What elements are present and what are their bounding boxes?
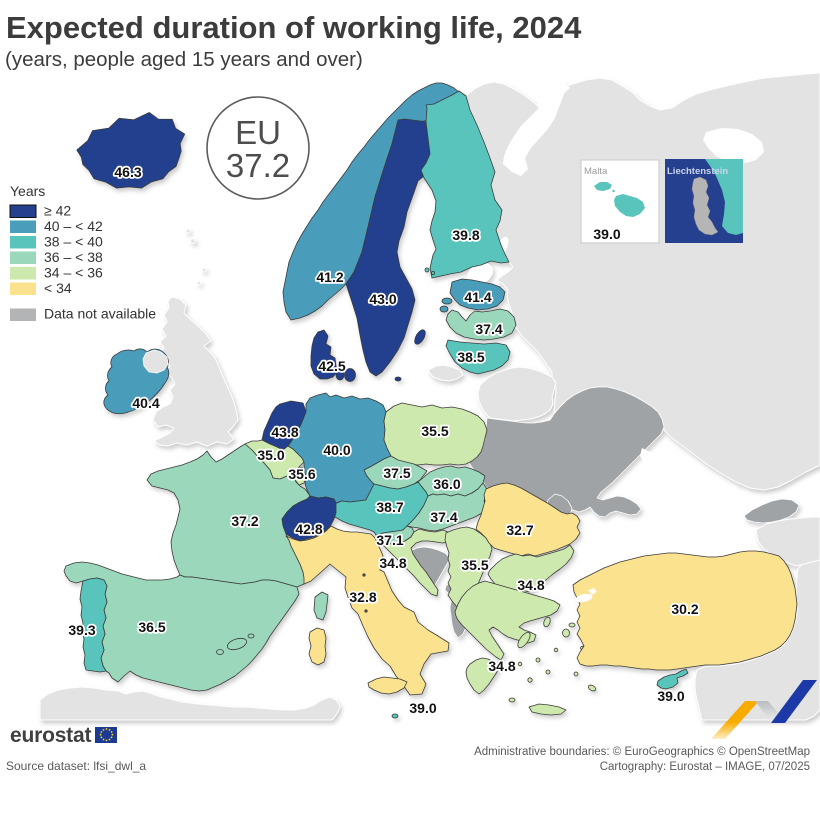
svg-text:34.8: 34.8 [379,555,406,571]
svg-text:EU: EU [235,114,281,151]
svg-text:38.5: 38.5 [457,349,484,365]
svg-text:38.7: 38.7 [376,499,403,515]
svg-text:Years: Years [10,183,45,199]
svg-text:37.2: 37.2 [231,513,258,529]
svg-text:36 – < 38: 36 – < 38 [44,249,103,265]
svg-text:(years, people aged 15 years a: (years, people aged 15 years and over) [5,48,363,71]
svg-text:30.2: 30.2 [671,601,698,617]
svg-text:35.6: 35.6 [288,466,315,482]
svg-text:35.0: 35.0 [257,447,284,463]
svg-text:39.0: 39.0 [409,700,436,716]
svg-text:40.4: 40.4 [132,395,159,411]
svg-text:Data not available: Data not available [44,306,156,322]
svg-text:41.2: 41.2 [316,269,343,285]
svg-text:34 – < 36: 34 – < 36 [44,265,103,281]
svg-text:Malta: Malta [584,166,608,177]
svg-text:Source dataset: lfsi_dwl_a: Source dataset: lfsi_dwl_a [6,759,146,773]
svg-text:≥ 42: ≥ 42 [44,203,71,219]
svg-text:34.8: 34.8 [517,577,544,593]
svg-text:< 34: < 34 [44,280,72,296]
svg-text:39.8: 39.8 [452,227,479,243]
svg-text:37.4: 37.4 [430,509,457,525]
svg-text:Cartography: Eurostat – IMAGE,: Cartography: Eurostat – IMAGE, 07/2025 [600,761,810,773]
svg-text:36.0: 36.0 [433,476,460,492]
svg-text:37.4: 37.4 [475,321,502,337]
svg-text:38 – < 40: 38 – < 40 [44,234,103,250]
svg-text:36.5: 36.5 [138,619,165,635]
svg-text:35.5: 35.5 [461,557,488,573]
svg-text:41.4: 41.4 [464,289,491,305]
svg-text:32.7: 32.7 [506,522,533,538]
svg-text:42.5: 42.5 [318,358,345,374]
svg-text:Expected duration of working l: Expected duration of working life, 2024 [6,10,582,45]
svg-text:40.0: 40.0 [323,442,350,458]
svg-text:37.2: 37.2 [226,147,290,184]
svg-text:42.8: 42.8 [295,521,322,537]
svg-text:39.0: 39.0 [593,226,620,242]
svg-text:35.5: 35.5 [421,423,448,439]
svg-text:32.8: 32.8 [349,589,376,605]
svg-text:46.3: 46.3 [114,164,141,180]
svg-text:43.8: 43.8 [271,424,298,440]
svg-text:43.0: 43.0 [369,291,396,307]
svg-text:eurostat: eurostat [10,724,91,747]
svg-text:Administrative boundaries: © E: Administrative boundaries: © EuroGeograp… [474,746,810,758]
svg-text:40 – < 42: 40 – < 42 [44,218,103,234]
svg-text:39.3: 39.3 [68,622,95,638]
svg-text:34.8: 34.8 [488,658,515,674]
svg-text:39.0: 39.0 [657,688,684,704]
svg-text:37.1: 37.1 [376,532,403,548]
svg-text:Liechtenstein: Liechtenstein [667,166,728,177]
svg-text:37.5: 37.5 [383,465,410,481]
